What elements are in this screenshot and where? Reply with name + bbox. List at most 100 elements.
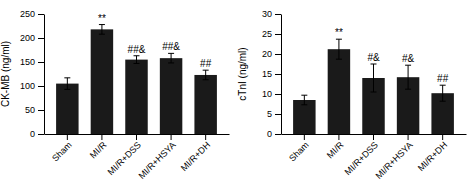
axis-line xyxy=(44,15,45,135)
tick-label: 50 xyxy=(25,105,35,115)
tick-label: MI/R+HSYA xyxy=(137,140,178,181)
y-tick: 50 xyxy=(25,105,44,115)
annotation: #& xyxy=(402,53,415,64)
bar xyxy=(328,49,350,134)
error-bar xyxy=(405,65,411,89)
tick-mark xyxy=(38,110,44,111)
tick-mark xyxy=(275,94,281,95)
y-tick: 5 xyxy=(267,109,281,119)
tick-mark xyxy=(171,134,172,140)
y-tick: 20 xyxy=(262,49,281,59)
plot-area xyxy=(293,39,454,134)
panel: 0 50 100 150 200 250 Sham MI/RMI/R+DSSMI/R+HSYA… xyxy=(0,9,230,180)
tick-mark xyxy=(38,14,44,15)
error-bar xyxy=(301,95,307,105)
annotation: ##& xyxy=(162,41,180,52)
tick-label: 200 xyxy=(20,33,35,43)
x-axis: Sham MI/RMI/R+DSSMI/R+HSYAMI/R+DH xyxy=(282,134,467,181)
tick-label: 30 xyxy=(262,9,272,19)
tick-label: Sham xyxy=(50,140,74,164)
tick-mark xyxy=(275,54,281,55)
x-tick: MI/R+HSYA xyxy=(374,134,415,181)
tick-mark xyxy=(101,134,102,140)
y-tick: 0 xyxy=(30,129,44,139)
panel: 0 5 10 15 20 25 30 Sham MI/RMI/R+DSSMI/R+HSYAMI/… xyxy=(237,9,467,180)
error-bar xyxy=(168,53,174,63)
error-bar xyxy=(134,56,140,64)
y-axis-title: CK-MB (ng/ml) xyxy=(0,41,11,107)
x-tick: MI/R+DSS xyxy=(343,134,380,177)
tick-mark xyxy=(275,134,281,135)
tick-label: MI/R+DH xyxy=(416,140,449,173)
error-bar xyxy=(203,70,209,80)
x-tick: MI/R+DH xyxy=(179,134,212,173)
tick-label: 10 xyxy=(262,89,272,99)
tick-label: MI/R xyxy=(325,139,346,160)
y-tick: 25 xyxy=(262,29,281,39)
tick-label: 0 xyxy=(267,129,272,139)
tick-mark xyxy=(67,134,68,140)
error-bar xyxy=(64,78,70,90)
bar xyxy=(125,60,147,134)
chart-canvas: 050100150200250ShamMI/RMI/R+DSSMI/R+HSYA… xyxy=(0,0,474,184)
bar xyxy=(194,75,216,134)
tick-mark xyxy=(373,134,374,140)
y-tick: 0 xyxy=(267,129,281,139)
x-tick: MI/R+DH xyxy=(416,134,449,173)
annotation: ## xyxy=(437,73,449,84)
annotations: ** ##& ##& ## xyxy=(98,13,212,70)
y-tick: 30 xyxy=(262,9,281,19)
x-tick: MI/R+DSS xyxy=(106,134,143,177)
annotation: #& xyxy=(367,52,380,63)
error-bar xyxy=(336,39,342,59)
x-tick: MI/R xyxy=(325,134,346,160)
x-tick: MI/R+HSYA xyxy=(137,134,178,181)
tick-mark xyxy=(275,114,281,115)
bar xyxy=(56,84,78,134)
y-tick: 200 xyxy=(20,33,44,43)
tick-mark xyxy=(38,62,44,63)
tick-label: 250 xyxy=(20,9,35,19)
y-tick: 15 xyxy=(262,69,281,79)
tick-label: MI/R+HSYA xyxy=(374,140,415,181)
error-bar xyxy=(371,64,377,92)
bar xyxy=(91,29,113,134)
tick-label: 25 xyxy=(262,29,272,39)
x-tick: Sham xyxy=(287,134,311,163)
plot-area xyxy=(56,25,217,134)
tick-label: 0 xyxy=(30,129,35,139)
y-tick: 250 xyxy=(20,9,44,19)
tick-label: 150 xyxy=(20,57,35,67)
tick-mark xyxy=(442,134,443,140)
tick-mark xyxy=(205,134,206,140)
bar xyxy=(160,58,182,134)
annotations: ** #& #& ## xyxy=(335,27,449,84)
tick-mark xyxy=(136,134,137,140)
x-tick: Sham xyxy=(50,134,74,163)
tick-label: 20 xyxy=(262,49,272,59)
annotation: ** xyxy=(98,13,106,24)
error-bar xyxy=(99,25,105,35)
y-axis-title: cTnI (ng/ml) xyxy=(237,47,248,100)
tick-label: MI/R xyxy=(88,139,109,160)
y-axis: 0 50 100 150 200 250 xyxy=(20,9,45,139)
tick-mark xyxy=(275,74,281,75)
annotation: ## xyxy=(200,58,212,69)
tick-mark xyxy=(38,134,44,135)
x-tick: MI/R xyxy=(88,134,109,160)
annotation: ** xyxy=(335,27,343,38)
tick-label: 15 xyxy=(262,69,272,79)
annotation: ##& xyxy=(128,44,146,55)
tick-mark xyxy=(338,134,339,140)
y-tick: 100 xyxy=(20,81,44,91)
tick-mark xyxy=(38,86,44,87)
tick-label: Sham xyxy=(287,140,311,164)
tick-label: 100 xyxy=(20,81,35,91)
tick-label: 5 xyxy=(267,109,272,119)
x-axis: Sham MI/RMI/R+DSSMI/R+HSYAMI/R+DH xyxy=(45,134,230,181)
axis-line xyxy=(281,15,282,135)
tick-mark xyxy=(304,134,305,140)
tick-label: MI/R+DH xyxy=(179,140,212,173)
tick-mark xyxy=(38,38,44,39)
y-axis: 0 5 10 15 20 25 30 xyxy=(262,9,282,139)
